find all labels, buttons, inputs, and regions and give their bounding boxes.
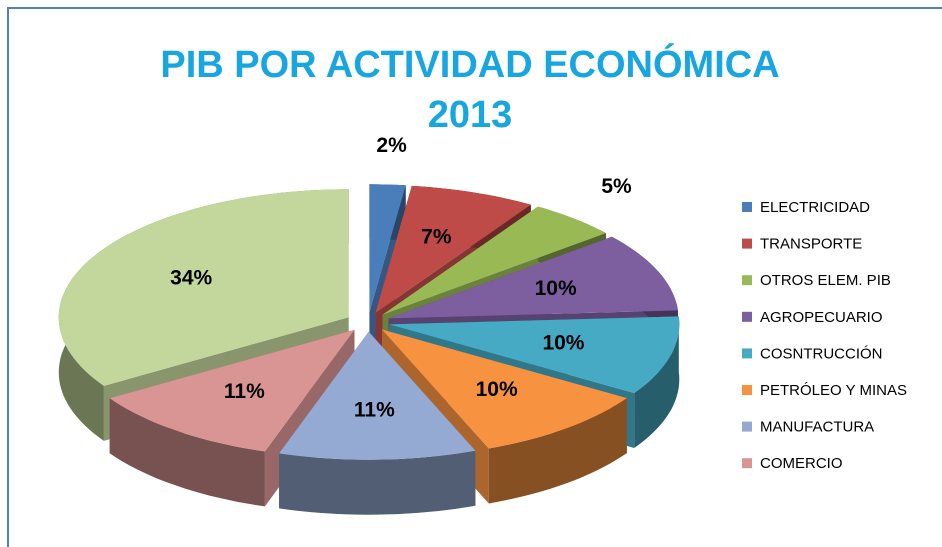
slice-side [634,316,680,448]
legend-label: OTROS ELEM. PIB [760,272,891,289]
pie-slice [388,236,678,319]
legend-swatch [742,421,752,432]
slice-side [109,398,265,507]
data-label: 10% [542,332,584,355]
legend-label: COSNTRUCCIÓN [760,345,883,362]
legend-swatch [742,202,752,212]
legend-label: ELECTRICIDAD [760,199,870,216]
legend-swatch [742,348,752,359]
legend-swatch [742,385,752,395]
data-label: 5% [601,175,632,198]
legend-label: TRANSPORTE [760,236,862,253]
pie-slice [375,185,531,313]
pie-slice [58,189,349,386]
pie-slice [369,184,406,313]
legend-label: COMERCIO [760,455,843,472]
pie-slice [279,331,476,460]
data-label: 10% [476,378,518,401]
pie-slice [382,206,606,315]
legend-label: AGROPECUARIO [760,309,883,326]
data-label: 34% [170,267,212,290]
data-label: 10% [535,277,577,300]
data-label: 11% [354,399,395,422]
data-label: 11% [224,380,265,403]
data-label: 7% [421,226,452,249]
legend-label: PETRÓLEO Y MINAS [760,382,907,399]
legend-swatch [742,311,752,322]
legend-swatch [742,238,752,249]
pie-slice [109,329,355,452]
slice-side [488,398,627,504]
legend-swatch [742,458,752,469]
chart-border [7,7,942,547]
pie-slice [389,316,680,393]
pie-slice [382,329,627,449]
data-label: 2% [376,134,407,157]
chart-title: PIB POR ACTIVIDAD ECONÓMICA 2013 [160,44,780,136]
slice-side [279,450,476,515]
legend-label: MANUFACTURA [760,419,874,436]
legend-swatch [742,275,752,286]
